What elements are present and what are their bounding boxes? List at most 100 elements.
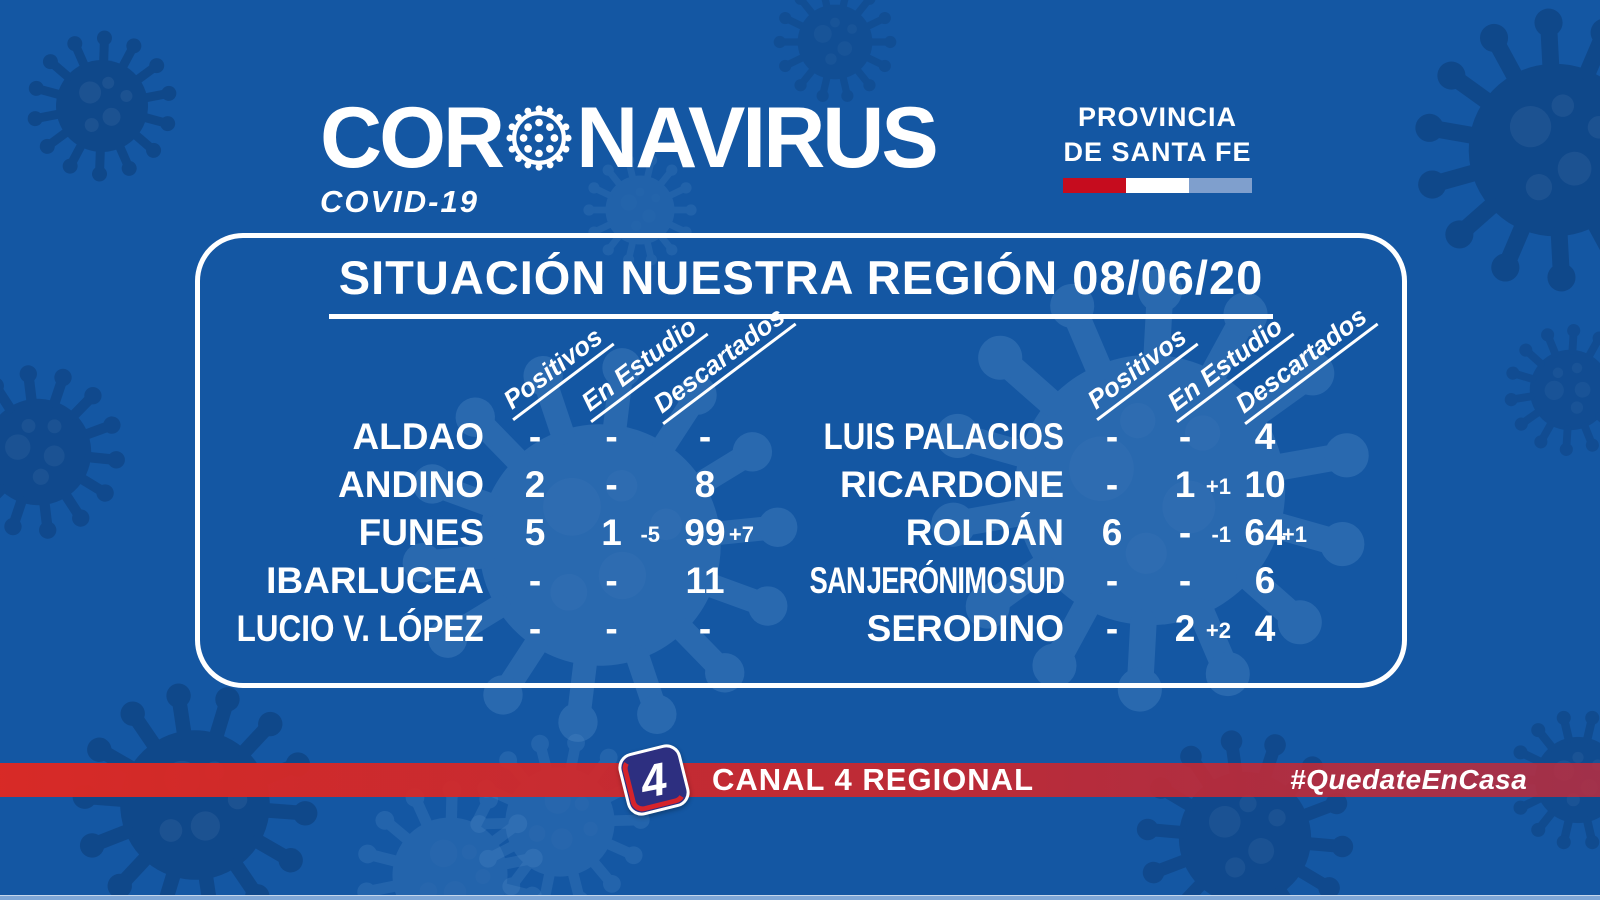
cell-value: - <box>1105 560 1119 601</box>
town-name-cell: IBARLUCEA <box>190 560 497 602</box>
virus-watermark <box>22 26 182 186</box>
channel-name: CANAL 4 REGIONAL <box>712 762 1035 797</box>
table-row: ANDINO 2 - 8 <box>190 461 760 509</box>
town-name-cell: ROLDÁN <box>770 512 1077 554</box>
virus-watermark <box>1405 0 1600 300</box>
cell-value: - <box>1178 416 1192 457</box>
cell-value: 5 <box>524 512 546 553</box>
cell-value: - <box>605 560 618 601</box>
cell-des: 10 <box>1223 464 1307 506</box>
province-logo: PROVINCIA DE SANTA FE <box>1055 100 1260 193</box>
cell-des: 99 +7 <box>650 512 760 554</box>
brand-block: COR NAVIRUS COVID-19 <box>320 90 939 220</box>
cell-value: 64 <box>1244 512 1286 553</box>
cell-des: 8 <box>650 464 760 506</box>
town-name-cell: SERODINO <box>770 608 1077 650</box>
situation-panel <box>195 233 1407 688</box>
canal4-logo-digit: 4 <box>636 752 672 808</box>
table-row: ALDAO - - - <box>190 413 760 461</box>
table-row: FUNES 5 1 -5 99 +7 <box>190 509 760 557</box>
cell-value: 10 <box>1244 464 1286 505</box>
cell-pos: 6 <box>1077 512 1147 554</box>
cell-est: 2 +2 <box>1147 608 1231 650</box>
title-text-pre: COR <box>320 90 505 186</box>
town-name-cell: RICARDONE <box>770 464 1077 506</box>
cell-value: - <box>1105 608 1119 649</box>
town-name-cell: FUNES <box>190 512 497 554</box>
cell-delta: +1 <box>1205 474 1231 499</box>
cell-des: - <box>650 416 760 458</box>
panel-title-text: SITUACIÓN NUESTRA REGIÓN 08/06/20 <box>328 250 1274 319</box>
cell-delta: +2 <box>1205 618 1231 643</box>
table-row: RICARDONE - 1 +1 10 <box>770 461 1307 509</box>
town-name: LUCIO V. LÓPEZ <box>237 608 484 649</box>
virus-o-icon <box>503 102 575 174</box>
cell-value: - <box>528 416 542 457</box>
town-name-cell: ANDINO <box>190 464 497 506</box>
cell-value: - <box>605 464 618 505</box>
cell-value: 1 <box>1174 464 1196 505</box>
town-name: LUIS PALACIOS <box>823 416 1064 457</box>
town-name-cell: SAN JERÓNIMO SUD <box>770 560 1077 602</box>
table-row: LUCIO V. LÓPEZ - - - <box>190 605 760 653</box>
town-name: FUNES <box>358 512 484 553</box>
panel-title: SITUACIÓN NUESTRA REGIÓN 08/06/20 <box>195 250 1407 319</box>
town-name: SERODINO <box>866 608 1064 649</box>
cell-est: - -1 <box>1147 512 1231 554</box>
virus-watermark <box>1130 723 1360 900</box>
cell-value: 1 <box>601 512 622 553</box>
cell-est: - <box>573 416 650 458</box>
cell-des: - <box>650 608 760 650</box>
cell-value: - <box>1178 560 1192 601</box>
cell-pos: - <box>497 416 573 458</box>
town-name-cell: LUCIO V. LÓPEZ <box>190 608 497 650</box>
cell-est: 1 +1 <box>1147 464 1231 506</box>
cell-delta: -1 <box>1211 522 1231 547</box>
province-line1: PROVINCIA <box>1077 102 1238 132</box>
table-row: ROLDÁN 6- -1 64 +1 <box>770 509 1307 557</box>
cell-value: 4 <box>1254 416 1276 457</box>
cell-des: 6 <box>1223 560 1307 602</box>
santa-fe-flag-bar <box>1062 178 1253 193</box>
cell-pos: - <box>497 560 573 602</box>
town-name: IBARLUCEA <box>266 560 484 601</box>
cell-est: - <box>573 464 650 506</box>
cell-value: - <box>605 608 618 649</box>
town-name: RICARDONE <box>839 464 1064 505</box>
cell-est: - <box>573 608 650 650</box>
bottom-strip <box>0 895 1600 900</box>
town-name: SAN JERÓNIMO SUD <box>809 560 1064 601</box>
cell-est: - <box>573 560 650 602</box>
cell-value: 2 <box>524 464 546 505</box>
cell-value: - <box>1105 464 1119 505</box>
town-name: ANDINO <box>338 464 484 505</box>
table-row: LUIS PALACIOS - -4 <box>770 413 1307 461</box>
cell-des: 4 <box>1223 608 1307 650</box>
cell-value: - <box>528 608 542 649</box>
table-row: IBARLUCEA - - 11 <box>190 557 760 605</box>
cell-pos: - <box>1077 464 1147 506</box>
cell-est: 1 -5 <box>573 512 660 554</box>
virus-watermark <box>0 360 131 545</box>
cell-pos: - <box>1077 416 1147 458</box>
cell-value: - <box>605 416 618 457</box>
town-name: ALDAO <box>352 416 484 457</box>
cell-value: 99 <box>684 512 726 553</box>
cell-delta: -5 <box>640 522 660 547</box>
cell-pos: - <box>1077 560 1147 602</box>
stats-table-right: LUIS PALACIOS - -4 RICARDONE -1 +1 10 ROLDÁN 6- -… <box>770 413 1307 653</box>
cell-delta: +1 <box>1281 522 1307 547</box>
covid19-subtitle: COVID-19 <box>320 184 479 219</box>
cell-value: - <box>698 416 712 457</box>
footer-red-bar <box>0 763 1600 797</box>
cell-pos: - <box>497 608 573 650</box>
province-line2: DE SANTA FE <box>1063 137 1252 167</box>
cell-pos: 2 <box>497 464 573 506</box>
cell-value: 11 <box>685 560 725 601</box>
cell-pos: 5 <box>497 512 573 554</box>
cell-des: 4 <box>1223 416 1307 458</box>
table-row: SAN JERÓNIMO SUD - -6 <box>770 557 1307 605</box>
cell-value: 2 <box>1174 608 1196 649</box>
flag-white-segment <box>1125 178 1190 193</box>
